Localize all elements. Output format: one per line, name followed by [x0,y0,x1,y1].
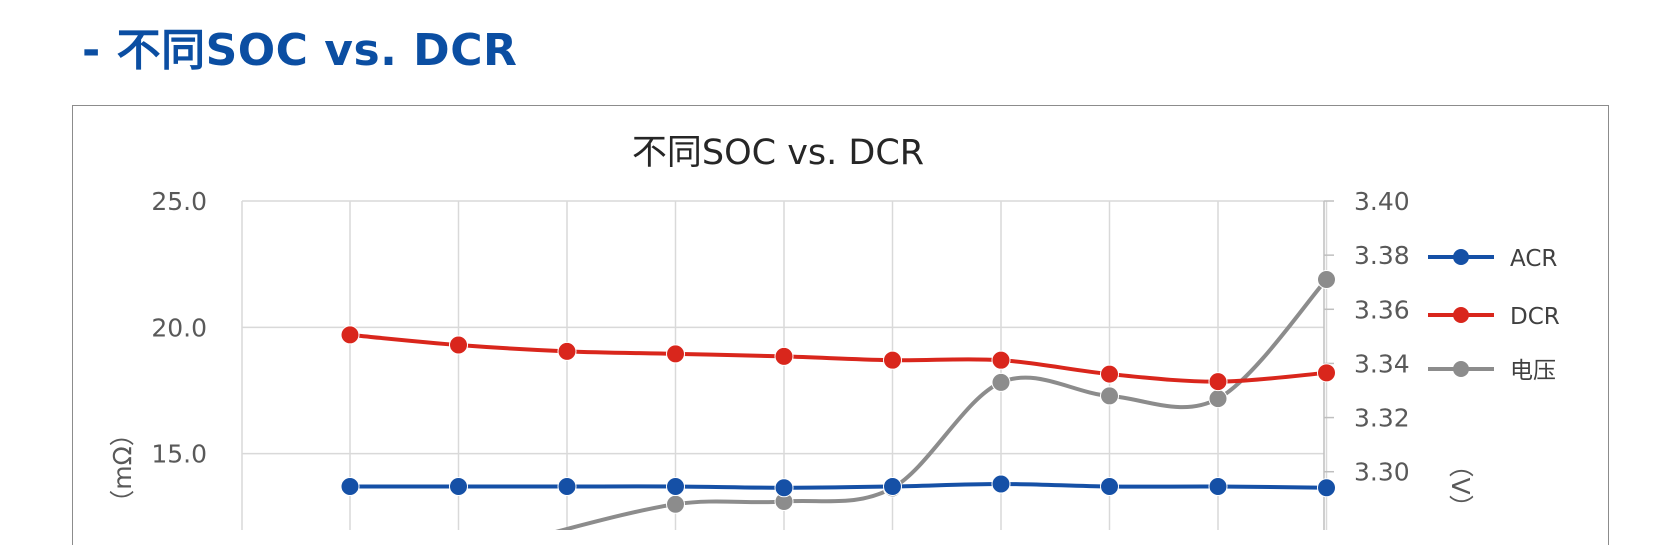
data-point [666,477,685,497]
data-point [666,494,685,514]
legend-swatch-marker [1453,361,1469,377]
data-point [449,477,468,497]
legend-swatch-marker [1453,249,1469,265]
data-point [1100,477,1119,497]
data-point [1317,478,1336,498]
y-axis-left-title: （mΩ） [108,421,137,514]
data-point [1100,364,1119,384]
legend-label: DCR [1510,304,1560,330]
data-point [449,335,468,355]
y-left-tick-label: 25.0 [151,187,207,216]
y-right-tick-label: 3.30 [1354,458,1410,487]
data-point [557,477,577,497]
page-heading: - 不同SOC vs. DCR [82,25,518,76]
legend-label: 电压 [1510,358,1556,384]
series-dcr [340,325,1336,392]
series-acr [340,474,1336,498]
chart-title: 不同SOC vs. DCR [632,133,924,173]
y-right-tick-label: 3.34 [1354,349,1410,378]
y-left-tick-label: 20.0 [151,313,207,342]
data-point [991,474,1011,494]
data-point [991,350,1011,370]
y-right-tick-label: 3.38 [1354,241,1410,270]
y-right-tick-label: 3.32 [1354,404,1410,433]
legend: ACR DCR 电压 [1428,246,1560,384]
data-point [340,477,360,497]
data-point [666,344,685,364]
data-point [883,477,902,497]
series-line [349,332,1327,384]
series-line [349,481,1327,490]
legend-item: 电压 [1428,358,1556,384]
data-point [1208,372,1228,392]
data-point [774,346,794,366]
legend-label: ACR [1510,246,1557,272]
series-line [555,278,1328,530]
data-point [883,350,902,370]
data-point [1208,389,1228,409]
series-voltage [555,270,1336,530]
series-layer [340,270,1336,530]
y-axis-right-title: （V） [1446,452,1475,519]
chart-frame [72,105,1609,545]
legend-item: DCR [1428,304,1560,330]
y-left-tick-label: 15.0 [151,440,207,469]
chart: 不同SOC vs. DCR 25.0 20.0 15.0 3.40 3.38 3.36 3.… [108,133,1560,530]
data-point [340,325,360,345]
y-right-tick-label: 3.36 [1354,295,1410,324]
axes: 25.0 20.0 15.0 3.40 3.38 3.36 3.34 3.32 3.30 （mΩ）… [108,187,1475,530]
data-point [557,341,577,361]
data-point [1208,477,1228,497]
legend-swatch-marker [1453,307,1469,323]
y-right-tick-label: 3.40 [1354,187,1410,216]
data-point [774,478,794,498]
data-point [1317,270,1336,290]
data-point [1100,386,1119,406]
data-point [991,372,1011,392]
data-point [1317,363,1336,383]
legend-item: ACR [1428,246,1557,272]
